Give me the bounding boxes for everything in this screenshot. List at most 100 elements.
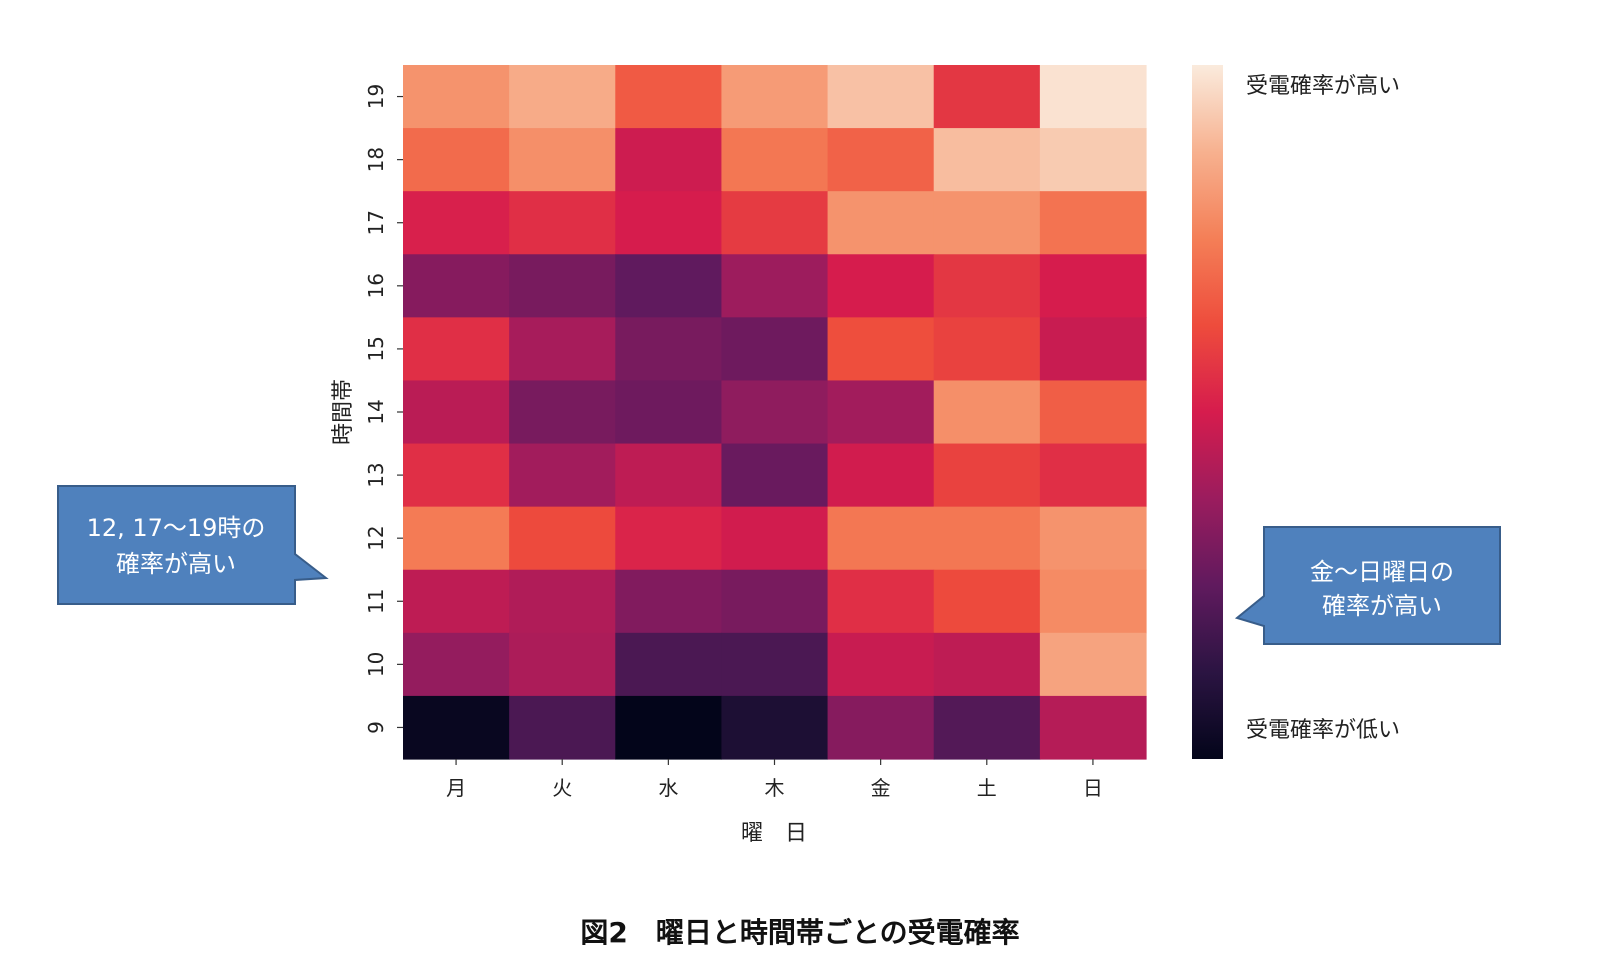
x-tick-label: 日 <box>1083 776 1103 800</box>
heatmap-cell-18-水 <box>615 128 723 192</box>
heatmap-cell-13-火 <box>509 443 616 508</box>
heatmap-cell-18-土 <box>933 128 1041 192</box>
colorbar <box>1192 65 1223 759</box>
heatmap-cell-17-火 <box>509 191 616 255</box>
heatmap-cell-15-金 <box>827 317 935 382</box>
heatmap-cells <box>403 65 1147 760</box>
callout-left: 12, 17～19時の 確率が高い <box>57 485 329 605</box>
heatmap-cell-17-日 <box>1039 191 1147 255</box>
colorbar-bottom-label: 受電確率が低い <box>1246 718 1400 743</box>
heatmap-cell-9-月 <box>403 695 510 760</box>
heatmap-cell-16-日 <box>1039 254 1147 318</box>
heatmap-cell-10-日 <box>1039 632 1147 697</box>
heatmap-cell-16-木 <box>721 254 829 318</box>
heatmap-cell-10-木 <box>721 632 829 697</box>
heatmap-cell-12-金 <box>827 506 935 571</box>
colorbar-top-label: 受電確率が高い <box>1246 74 1400 99</box>
y-tick-label: 10 <box>364 652 388 677</box>
heatmap-cell-14-木 <box>721 380 829 445</box>
heatmap-cell-18-火 <box>509 128 616 192</box>
heatmap-cell-19-土 <box>933 65 1041 129</box>
heatmap-cell-15-水 <box>615 317 723 382</box>
callout-right-line-1: 金～日曜日の <box>1310 558 1454 586</box>
heatmap-cell-18-金 <box>827 128 935 192</box>
heatmap-cell-11-水 <box>615 569 723 634</box>
heatmap-cell-9-日 <box>1039 695 1147 760</box>
heatmap-cell-10-土 <box>933 632 1041 697</box>
heatmap-cell-11-月 <box>403 569 510 634</box>
heatmap-cell-15-土 <box>933 317 1041 382</box>
heatmap-cell-11-木 <box>721 569 829 634</box>
heatmap-cell-9-火 <box>509 695 616 760</box>
heatmap-cell-11-日 <box>1039 569 1147 634</box>
x-tick-label: 木 <box>765 776 785 800</box>
heatmap-cell-14-日 <box>1039 380 1147 445</box>
heatmap-cell-16-火 <box>509 254 616 318</box>
heatmap-cell-9-金 <box>827 695 935 760</box>
y-tick-label: 19 <box>364 84 388 109</box>
y-tick-label: 15 <box>364 336 388 361</box>
heatmap-cell-17-金 <box>827 191 935 255</box>
heatmap-cell-13-土 <box>933 443 1041 508</box>
heatmap-cell-18-木 <box>721 128 829 192</box>
heatmap-cell-11-火 <box>509 569 616 634</box>
x-tick-label: 水 <box>658 776 678 800</box>
heatmap-cell-19-日 <box>1039 65 1147 129</box>
y-axis-label: 時間帯 <box>331 379 356 445</box>
heatmap-cell-9-土 <box>933 695 1041 760</box>
heatmap-cell-11-土 <box>933 569 1041 634</box>
heatmap-cell-11-金 <box>827 569 935 634</box>
heatmap-cell-14-土 <box>933 380 1041 445</box>
heatmap-cell-19-火 <box>509 65 616 129</box>
heatmap-cell-15-日 <box>1039 317 1147 382</box>
heatmap-cell-14-火 <box>509 380 616 445</box>
heatmap-cell-12-火 <box>509 506 616 571</box>
heatmap-cell-16-金 <box>827 254 935 318</box>
heatmap-cell-13-金 <box>827 443 935 508</box>
figure-caption: 図2 曜日と時間帯ごとの受電確率 <box>580 916 1019 949</box>
y-tick-label: 11 <box>364 589 388 614</box>
y-tick-label: 17 <box>364 210 388 235</box>
callout-left-line-1: 12, 17～19時の <box>87 514 266 542</box>
heatmap-cell-16-土 <box>933 254 1041 318</box>
heatmap-cell-17-木 <box>721 191 829 255</box>
heatmap-cell-10-火 <box>509 632 616 697</box>
y-tick-labels: 19 18 17 16 15 14 13 12 11 10 9 <box>364 84 403 734</box>
y-tick-label: 14 <box>364 399 388 424</box>
x-tick-label: 月 <box>446 776 466 800</box>
heatmap-cell-19-木 <box>721 65 829 129</box>
y-tick-label: 13 <box>364 462 388 487</box>
heatmap-cell-19-水 <box>615 65 723 129</box>
heatmap-cell-16-月 <box>403 254 510 318</box>
heatmap-cell-18-月 <box>403 128 510 192</box>
x-tick-label: 金 <box>871 776 891 800</box>
x-axis-label: 曜 日 <box>741 821 807 846</box>
heatmap-cell-15-木 <box>721 317 829 382</box>
heatmap-cell-13-日 <box>1039 443 1147 508</box>
y-tick-label: 9 <box>364 721 388 734</box>
heatmap-cell-12-月 <box>403 506 510 571</box>
heatmap-cell-19-月 <box>403 65 510 129</box>
heatmap-cell-13-木 <box>721 443 829 508</box>
x-tick-label: 火 <box>552 776 572 800</box>
heatmap-cell-10-月 <box>403 632 510 697</box>
heatmap-cell-17-水 <box>615 191 723 255</box>
heatmap-cell-9-水 <box>615 695 723 760</box>
heatmap-cell-12-水 <box>615 506 723 571</box>
heatmap-cell-16-水 <box>615 254 723 318</box>
y-tick-label: 16 <box>364 273 388 298</box>
heatmap-cell-18-日 <box>1039 128 1147 192</box>
callout-right: 金～日曜日の 確率が高い <box>1234 526 1501 645</box>
x-tick-labels: 月火水木金土日 <box>446 759 1103 800</box>
heatmap-cell-10-金 <box>827 632 935 697</box>
heatmap-cell-14-水 <box>615 380 723 445</box>
heatmap-cell-14-金 <box>827 380 935 445</box>
heatmap-cell-19-金 <box>827 65 935 129</box>
heatmap-cell-15-月 <box>403 317 510 382</box>
heatmap-cell-12-土 <box>933 506 1041 571</box>
heatmap-cell-13-水 <box>615 443 723 508</box>
callout-right-line-2: 確率が高い <box>1322 592 1442 620</box>
x-tick-label: 土 <box>977 776 997 800</box>
heatmap-cell-9-木 <box>721 695 829 760</box>
